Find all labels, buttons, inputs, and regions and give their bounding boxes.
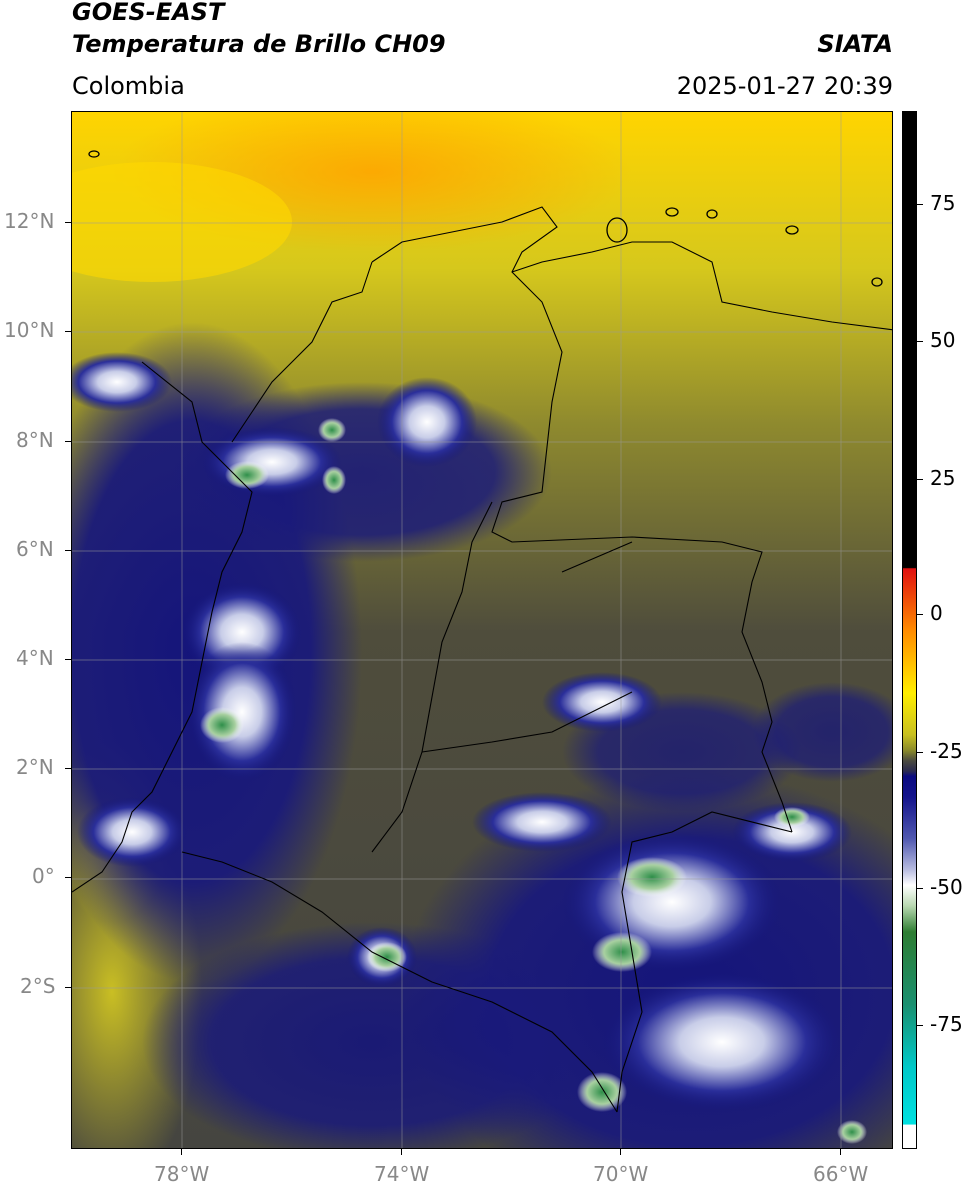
lat-tick (65, 768, 71, 769)
lat-tick (65, 441, 71, 442)
colorbar-label-minus25: -25 (930, 739, 963, 763)
lat-label-8n: 8°N (16, 428, 54, 452)
lon-tick (181, 1149, 182, 1155)
title-satellite: GOES-EAST (72, 0, 225, 26)
lon-label-78w: 78°W (154, 1162, 210, 1186)
colorbar-label-75: 75 (930, 191, 956, 215)
lat-label-0: 0° (32, 864, 55, 888)
lon-tick (401, 1149, 402, 1155)
colorbar-label-50: 50 (930, 328, 956, 352)
lat-tick (65, 987, 71, 988)
lat-tick (65, 877, 71, 878)
colorbar-tick (917, 888, 923, 889)
colorbar-label-minus75: -75 (930, 1012, 963, 1036)
map-canvas (72, 112, 892, 1148)
islands (88, 150, 883, 287)
lat-tick (65, 331, 71, 332)
colorbar-label-0: 0 (930, 601, 943, 625)
agency-label: SIATA (817, 30, 893, 58)
borders (72, 206, 892, 1113)
lon-tick (620, 1149, 621, 1155)
colorbar-tick (917, 1025, 923, 1026)
lon-label-70w: 70°W (593, 1162, 649, 1186)
graticule (72, 112, 892, 1148)
lon-tick (840, 1149, 841, 1155)
colorbar-tick (917, 752, 923, 753)
colorbar-tick (917, 204, 923, 205)
colorbar (902, 111, 917, 1149)
title-product: Temperatura de Brillo CH09 (72, 30, 446, 58)
lat-label-12n: 12°N (4, 209, 55, 233)
lat-label-6n: 6°N (16, 537, 54, 561)
colorbar-label-25: 25 (930, 466, 956, 490)
lat-tick (65, 659, 71, 660)
lon-label-74w: 74°W (374, 1162, 430, 1186)
colorbar-tick (917, 479, 923, 480)
lon-label-66w: 66°W (813, 1162, 869, 1186)
satellite-map[interactable] (71, 111, 893, 1149)
lat-tick (65, 222, 71, 223)
lat-label-10n: 10°N (4, 318, 55, 342)
colorbar-gradient (903, 112, 916, 1148)
timestamp-label: 2025-01-27 20:39 (676, 72, 893, 100)
lat-label-4n: 4°N (16, 646, 54, 670)
colorbar-label-minus50: -50 (930, 875, 963, 899)
lat-tick (65, 550, 71, 551)
region-label: Colombia (72, 72, 185, 100)
colorbar-tick (917, 614, 923, 615)
lat-label-2n: 2°N (16, 755, 54, 779)
colorbar-tick (917, 341, 923, 342)
lat-label-2s: 2°S (20, 974, 56, 998)
